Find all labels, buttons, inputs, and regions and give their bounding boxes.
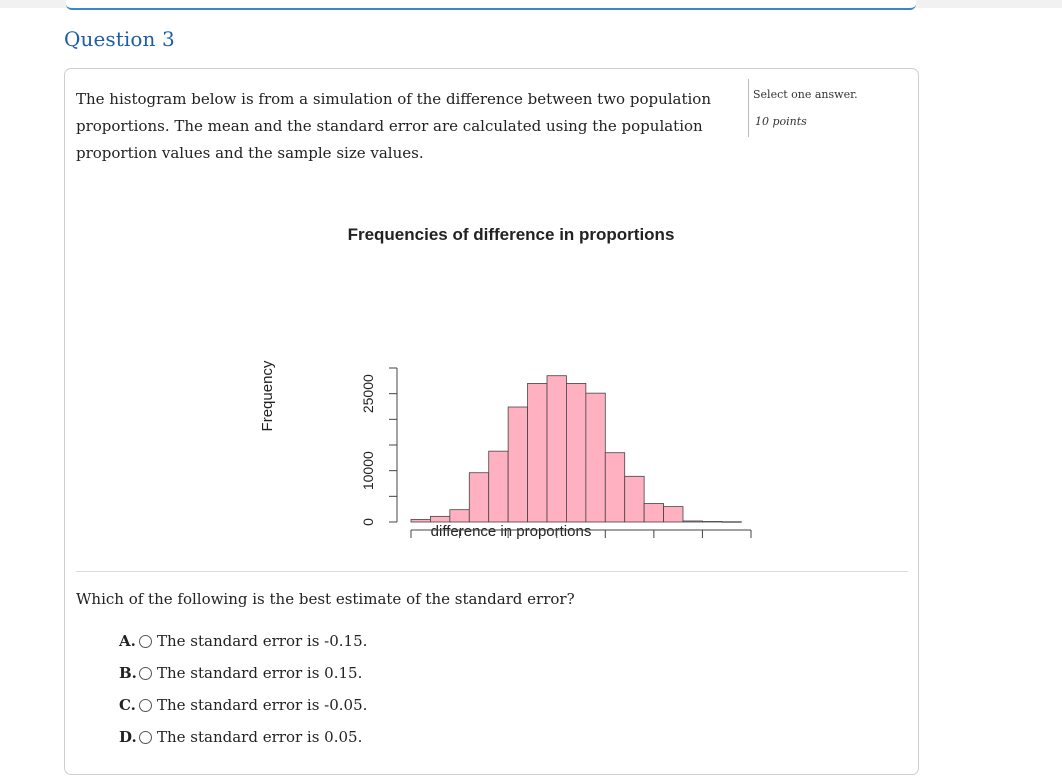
select-one-label: Select one answer. [753, 88, 858, 101]
histogram-bars [410, 375, 742, 523]
option-letter: A. [119, 632, 136, 650]
chart-title: Frequencies of difference in proportions [348, 225, 675, 244]
option-c[interactable]: C. The standard error is -0.05. [119, 689, 367, 721]
histogram-bar [721, 521, 742, 523]
option-text: The standard error is -0.05. [157, 696, 368, 714]
y-axis: 0 10000 25000 [360, 367, 398, 526]
x-axis: -0.30-0.20-0.100.000.05 [410, 529, 752, 538]
question-title: Question 3 [64, 27, 175, 51]
option-text: The standard error is 0.15. [157, 664, 363, 682]
section-divider [76, 571, 908, 572]
y-axis-label: Frequency [259, 360, 276, 431]
histogram-bar [449, 509, 470, 523]
histogram-bar [410, 519, 431, 523]
y-tick-label: 0 [360, 518, 376, 526]
option-letter: B. [119, 664, 137, 682]
histogram-chart: Frequencies of difference in proportions… [259, 225, 752, 539]
previous-question-card-edge [66, 0, 916, 10]
points-label: 10 points [755, 115, 807, 128]
histogram-bar [546, 375, 567, 523]
question-card: Select one answer. 10 points The histogr… [64, 68, 919, 775]
x-axis-label: difference in proportions [431, 523, 592, 539]
question-text: Which of the following is the best estim… [76, 590, 575, 608]
option-letter: D. [119, 728, 137, 746]
radio-button-a[interactable] [139, 634, 152, 648]
histogram-bar [702, 521, 723, 523]
histogram-bar [643, 503, 664, 523]
y-tick-label: 10000 [360, 451, 376, 490]
histogram-bar [682, 520, 703, 523]
histogram-bar [585, 392, 606, 523]
y-tick-label: 25000 [360, 374, 376, 413]
radio-button-c[interactable] [139, 698, 152, 712]
radio-button-b[interactable] [139, 666, 152, 680]
answer-meta: Select one answer. 10 points [748, 79, 858, 137]
histogram-bar [488, 450, 509, 523]
option-a[interactable]: A. The standard error is -0.15. [119, 625, 367, 657]
question-prompt: The histogram below is from a simulation… [76, 90, 711, 162]
option-d[interactable]: D. The standard error is 0.05. [119, 721, 367, 753]
histogram-bar [430, 515, 451, 523]
histogram-bar [663, 506, 684, 523]
option-b[interactable]: B. The standard error is 0.15. [119, 657, 367, 689]
answer-options: A. The standard error is -0.15. B. The s… [119, 625, 367, 753]
histogram-bar [566, 382, 587, 523]
histogram-bar [604, 452, 626, 523]
histogram-bar [624, 475, 645, 523]
histogram-bar [527, 382, 548, 523]
option-letter: C. [119, 696, 136, 714]
option-text: The standard error is -0.15. [157, 632, 368, 650]
histogram-bar [468, 472, 490, 523]
radio-button-d[interactable] [139, 730, 152, 744]
histogram-bar [507, 406, 528, 523]
option-text: The standard error is 0.05. [157, 728, 363, 746]
